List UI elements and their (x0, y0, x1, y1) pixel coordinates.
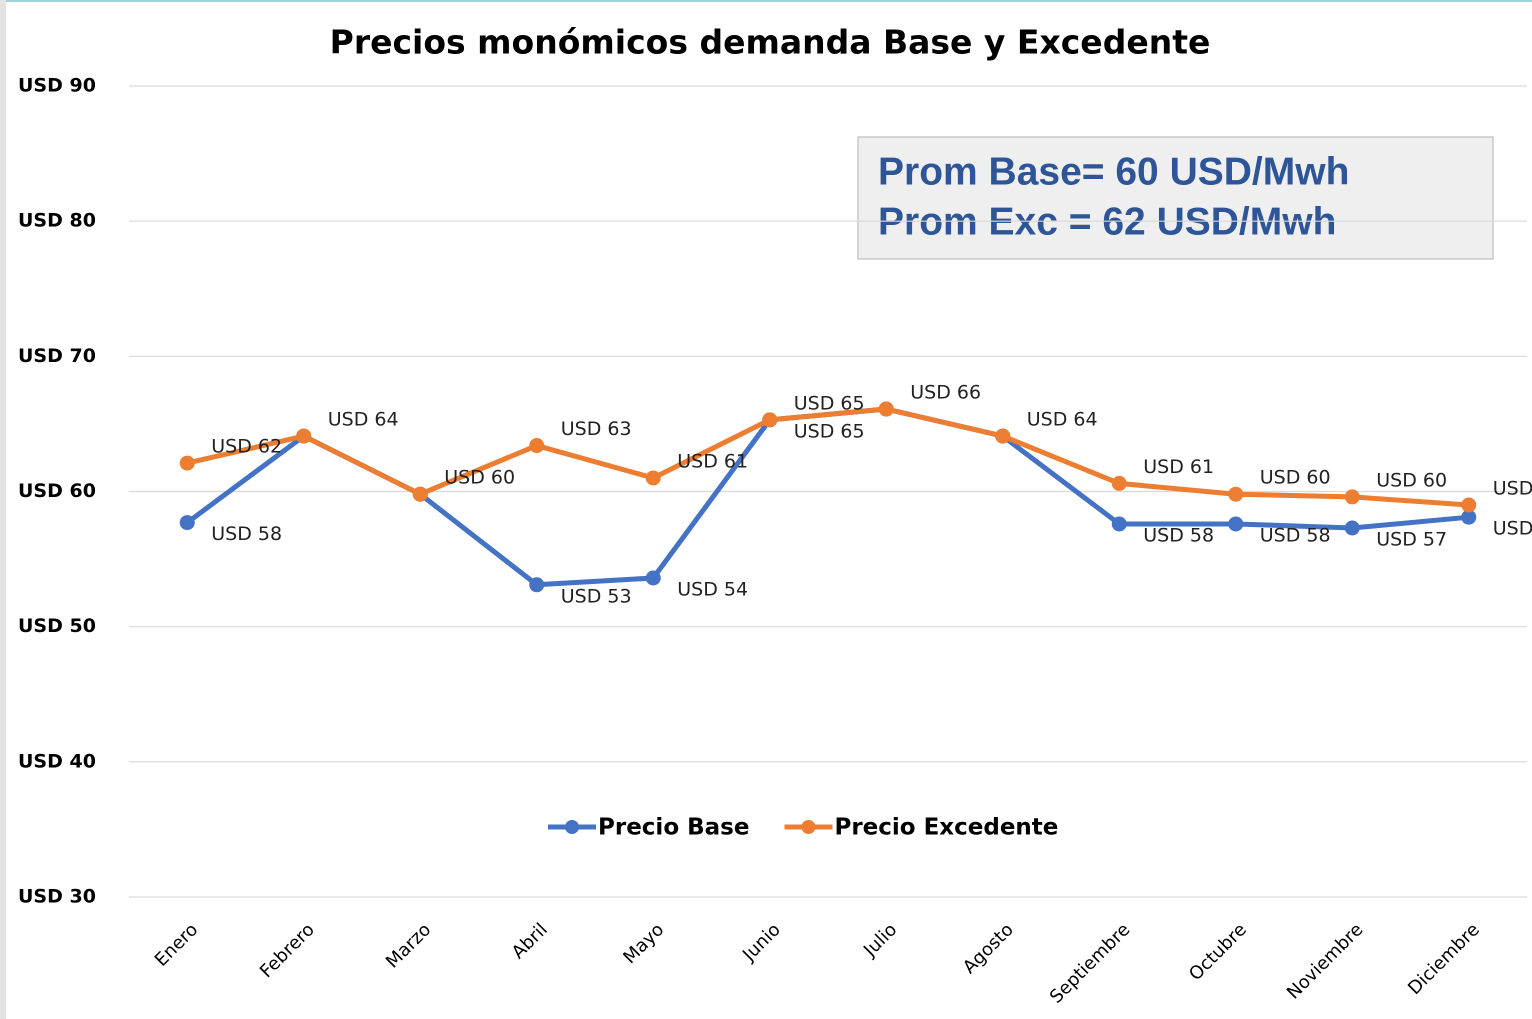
x-tick-label: Mayo (619, 919, 668, 968)
data-point (1111, 516, 1127, 532)
data-label: USD 54 (677, 579, 748, 601)
data-point (529, 438, 545, 454)
legend: Precio Base Precio Excedente (548, 815, 1058, 841)
data-label: USD 65 (794, 420, 865, 442)
data-point (1111, 475, 1127, 491)
data-label: USD 60 (1376, 469, 1447, 491)
data-label: USD... (1493, 478, 1532, 500)
x-tick-label: Julio (859, 919, 901, 961)
x-tick-label: Abril (508, 919, 552, 963)
x-tick-label: Septiembre (1046, 919, 1134, 1007)
data-point (1228, 486, 1244, 502)
annotation: Prom Base= 60 USD/Mwh (878, 150, 1349, 193)
y-tick-label: USD 80 (18, 210, 96, 232)
x-tick-label: Agosto (959, 919, 1018, 978)
data-label: USD 63 (561, 418, 632, 440)
data-point (1228, 516, 1244, 532)
chart-title: Precios monómicos demanda Base y Exceden… (330, 23, 1211, 62)
data-point (412, 486, 428, 502)
x-tick-label: Diciembre (1404, 919, 1484, 999)
data-label: USD 65 (794, 392, 865, 414)
y-tick-label: USD 30 (18, 886, 96, 908)
data-point (1461, 497, 1477, 513)
data-label: USD 61 (677, 450, 748, 472)
y-tick-label: USD 60 (18, 480, 96, 502)
y-tick-label: USD 70 (18, 345, 96, 367)
x-tick-label: Marzo (382, 919, 435, 972)
data-label: USD 64 (328, 409, 399, 431)
legend-marker (801, 820, 816, 834)
data-label: USD 62 (211, 436, 282, 458)
data-label: USD 60 (1260, 467, 1331, 489)
data-point (1344, 489, 1360, 505)
y-tick-label: USD 50 (18, 615, 96, 637)
data-point (179, 515, 195, 531)
x-tick-label: Enero (151, 919, 203, 971)
data-label: USD 64 (1027, 409, 1098, 431)
data-point (179, 455, 195, 471)
data-label: USD 66 (910, 382, 981, 404)
data-point (762, 412, 778, 428)
data-label: USD 61 (1143, 456, 1214, 478)
series-line (186, 406, 1469, 508)
data-label: USD 57 (1376, 528, 1447, 550)
data-point (645, 470, 661, 486)
data-label: USD 60 (444, 467, 515, 489)
y-tick-label: USD 90 (18, 75, 96, 97)
data-point (645, 570, 661, 586)
data-label: USD 58 (1493, 518, 1532, 540)
data-point (529, 577, 545, 593)
x-tick-label: Junio (738, 919, 785, 966)
data-label: USD 53 (561, 585, 632, 607)
y-tick-label: USD 40 (18, 750, 96, 772)
annotation: Prom Exc = 62 USD/Mwh (878, 200, 1336, 243)
data-point (296, 428, 312, 444)
legend-label: Precio Excedente (834, 815, 1058, 841)
left-border (0, 0, 6, 1019)
legend-label: Precio Base (598, 815, 749, 841)
annotation-box (857, 136, 1494, 260)
x-tick-label: Noviembre (1283, 919, 1367, 1003)
data-label: USD 58 (1260, 524, 1331, 546)
data-point (878, 401, 894, 417)
x-tick-label: Febrero (256, 919, 319, 982)
data-point (1344, 520, 1360, 536)
data-label: USD 58 (211, 523, 282, 545)
x-tick-label: Octubre (1185, 919, 1251, 985)
data-label: USD 58 (1143, 524, 1214, 546)
data-point (995, 428, 1011, 444)
data-point (1461, 509, 1477, 525)
legend-marker (565, 820, 579, 834)
